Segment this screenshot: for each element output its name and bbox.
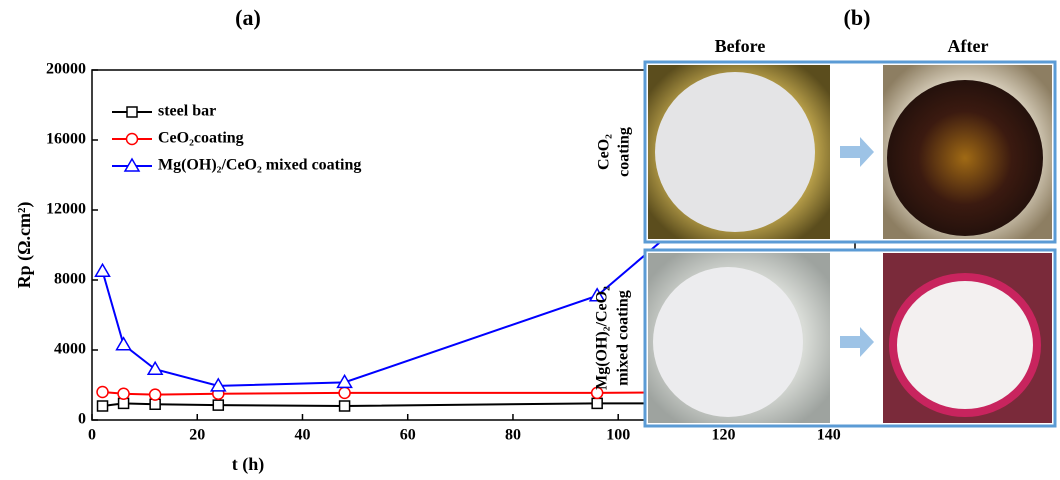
x-tick-label: 40 xyxy=(294,427,310,444)
arrow xyxy=(840,327,874,357)
sample-disc xyxy=(889,273,1041,417)
sample-disc xyxy=(887,80,1043,236)
arrow xyxy=(840,137,874,167)
column-label: After xyxy=(948,36,989,56)
y-tick-label: 4000 xyxy=(54,341,86,358)
row-label: coating xyxy=(616,127,633,177)
marker xyxy=(591,397,603,410)
marker xyxy=(96,400,109,412)
row-label: Mg(OH)₂/CeO₂ xyxy=(594,286,611,390)
marker xyxy=(209,377,227,392)
row-label: CeO₂ xyxy=(596,134,613,170)
photo-row xyxy=(643,60,1057,244)
legend-marker xyxy=(123,157,141,172)
legend-label: Mg(OH)₂/CeO₂ mixed coating xyxy=(158,157,361,174)
photo-row xyxy=(643,248,1057,428)
marker xyxy=(117,387,130,400)
x-tick-label: 140 xyxy=(817,427,841,444)
panel-label: (b) xyxy=(844,5,871,30)
plot-frame xyxy=(91,69,856,421)
marker xyxy=(588,287,606,302)
sample-disc xyxy=(653,267,803,417)
y-tick-label: 12000 xyxy=(46,201,86,218)
x-tick-label: 20 xyxy=(189,427,205,444)
sample-disc xyxy=(655,72,815,232)
x-tick-label: 80 xyxy=(505,427,521,444)
x-tick-label: 0 xyxy=(88,427,96,444)
marker xyxy=(338,386,351,400)
marker xyxy=(336,373,353,389)
legend-marker xyxy=(125,132,139,146)
y-tick-label: 0 xyxy=(78,411,86,428)
marker xyxy=(96,385,109,399)
y-tick-label: 20000 xyxy=(46,61,86,78)
marker xyxy=(338,400,351,412)
row-label: mixed coating xyxy=(615,290,632,386)
y-tick-label: 8000 xyxy=(54,271,86,288)
x-tick-label: 120 xyxy=(711,427,735,444)
chart-title: (a) xyxy=(235,5,261,30)
legend-label: steel bar xyxy=(158,103,216,120)
chart: 0 4000 8000 12000 16000 20000 0 20 40 60 80 100 120 1… xyxy=(46,61,859,444)
marker xyxy=(146,360,164,375)
x-axis-label: t (h) xyxy=(232,454,265,475)
column-label: Before xyxy=(715,36,766,56)
marker xyxy=(94,262,111,277)
y-axis-label: Rp (Ω.cm²) xyxy=(14,202,35,289)
legend-marker xyxy=(126,106,138,118)
marker xyxy=(148,388,162,401)
x-tick-label: 60 xyxy=(400,427,416,444)
y-tick-label: 16000 xyxy=(46,131,86,148)
x-tick-label: 100 xyxy=(606,427,630,444)
legend-label: CeO₂coating xyxy=(158,130,244,147)
marker xyxy=(590,386,604,400)
marker xyxy=(115,336,132,351)
marker xyxy=(212,399,225,411)
